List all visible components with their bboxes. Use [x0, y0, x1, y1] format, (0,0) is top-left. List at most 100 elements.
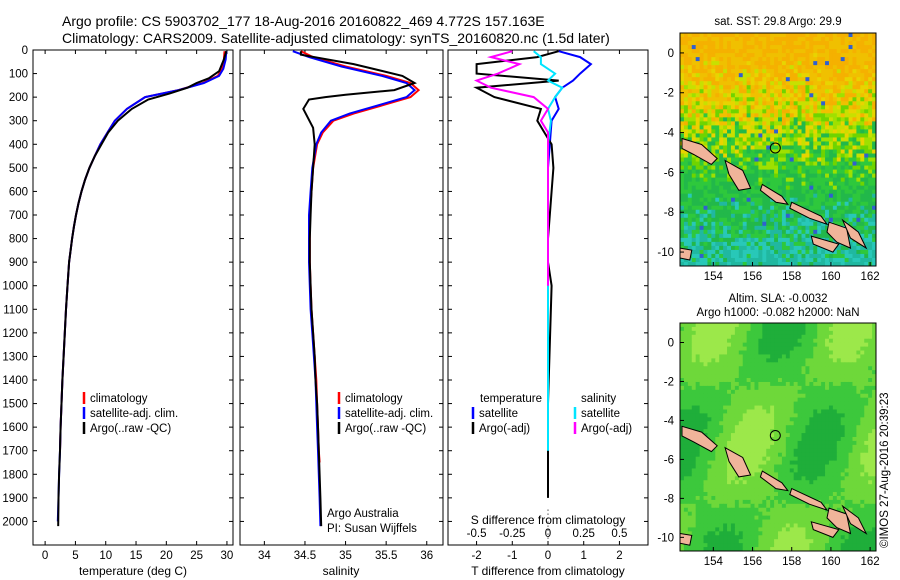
- map-cell: [770, 113, 775, 118]
- map-cell: [785, 81, 791, 86]
- y-tick-label: 400: [9, 139, 28, 151]
- map-cell: [680, 323, 685, 328]
- map-cell: [719, 45, 724, 50]
- map-cell: [738, 389, 744, 395]
- map-cell: [856, 456, 861, 462]
- map-cell: [691, 177, 697, 183]
- map-cell: [766, 133, 771, 138]
- map-cell: [715, 401, 720, 407]
- map-cell: [770, 417, 775, 422]
- map-cell: [817, 326, 822, 332]
- map-cell: [778, 153, 783, 159]
- map-cell: [723, 185, 728, 191]
- map-cell: [707, 323, 712, 328]
- map-cell: [719, 370, 724, 375]
- map-cell: [793, 101, 799, 106]
- map-cell: [817, 53, 822, 58]
- map-cell: [809, 456, 814, 462]
- map-cell: [715, 389, 720, 395]
- map-cell: [691, 61, 697, 66]
- map-cell: [738, 381, 744, 387]
- map-cell: [758, 93, 763, 98]
- map-cell: [781, 346, 787, 352]
- map-cell: [817, 323, 822, 328]
- map-cell: [813, 425, 818, 430]
- x-tick-label: 2: [616, 550, 622, 562]
- map-cell: [703, 193, 708, 199]
- map-cell: [695, 241, 701, 247]
- map-cell: [781, 389, 787, 395]
- map-cell: [864, 173, 869, 179]
- map-cell: [868, 45, 873, 50]
- map-cell: [825, 77, 830, 82]
- map-cell: [754, 389, 759, 395]
- map-cell: [762, 217, 767, 223]
- map-cell: [817, 460, 822, 466]
- map-cell: [691, 73, 697, 78]
- map-cell: [695, 117, 701, 122]
- map-cell: [683, 49, 689, 54]
- map-cell: [872, 393, 876, 399]
- map-cell: [723, 334, 728, 340]
- map-cell: [793, 448, 799, 454]
- map-cell: [856, 161, 861, 167]
- map-cell: [691, 57, 697, 62]
- map-cell: [856, 350, 861, 355]
- map-cell: [774, 225, 779, 231]
- map-cell: [766, 109, 771, 114]
- map-cell: [715, 425, 720, 430]
- map-cell: [852, 397, 857, 403]
- map-cell: [828, 181, 834, 187]
- map-cell: [715, 326, 720, 332]
- map-cell: [699, 121, 705, 126]
- map-cell: [852, 245, 857, 251]
- map-cell: [711, 401, 716, 407]
- map-cell: [801, 45, 806, 50]
- map-cell: [848, 65, 853, 70]
- map-cell: [789, 385, 795, 391]
- map-cell: [719, 141, 724, 146]
- map-cell: [746, 61, 752, 66]
- map-cell: [817, 145, 822, 150]
- map-cell: [691, 69, 697, 74]
- map-cell: [778, 330, 783, 336]
- map-cell: [828, 330, 834, 336]
- map-cell: [840, 65, 846, 70]
- map-cell: [680, 53, 685, 58]
- map-cell: [868, 93, 873, 98]
- map-cell: [872, 137, 876, 142]
- map-cell: [711, 97, 716, 102]
- map-cell: [695, 109, 701, 114]
- map-cell: [789, 338, 795, 344]
- map-cell: [868, 358, 873, 363]
- y-tick-label: 1700: [2, 446, 28, 458]
- map-cell: [750, 165, 755, 171]
- map-cell: [699, 45, 705, 50]
- map-cell: [868, 397, 873, 403]
- map-cell: [730, 249, 736, 255]
- map-cell: [805, 393, 810, 399]
- map-cell: [785, 460, 791, 466]
- map-cell: [781, 205, 787, 211]
- map-cell: [707, 326, 712, 332]
- map-cell: [727, 53, 732, 58]
- map-cell: [793, 33, 799, 38]
- map-cell: [754, 129, 759, 134]
- map-cell: [836, 437, 842, 442]
- map-cell: [793, 217, 799, 223]
- map-cell: [738, 161, 744, 167]
- map-cell: [680, 197, 685, 203]
- map-cell: [699, 41, 705, 46]
- map-cell: [821, 350, 826, 355]
- map-cell: [762, 257, 767, 263]
- map-cell: [719, 253, 724, 259]
- map-cell: [785, 181, 791, 187]
- map-cell: [691, 113, 697, 118]
- map-cell: [703, 33, 708, 38]
- map-cell: [742, 197, 748, 203]
- map-cell: [711, 326, 716, 332]
- map-cell: [844, 89, 850, 94]
- map-cell: [699, 53, 705, 58]
- map-cell: [699, 397, 705, 403]
- map-cell: [836, 448, 842, 454]
